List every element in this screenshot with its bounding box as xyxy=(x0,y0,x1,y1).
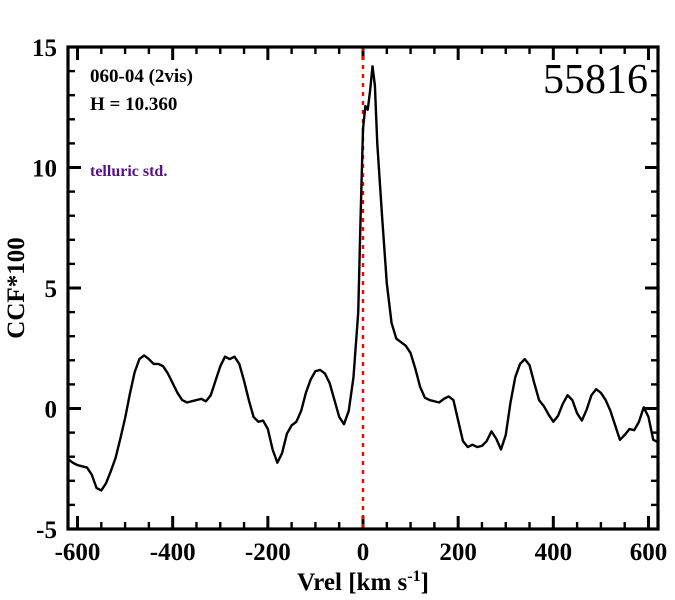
y-axis-title: CCF*100 xyxy=(3,237,30,338)
telluric-std-annotation: telluric std. xyxy=(90,163,167,180)
x-axis-title-exponent: -1 xyxy=(407,568,420,585)
ccf-data-curve xyxy=(66,65,660,492)
y-tick-label: -5 xyxy=(36,517,57,544)
y-tick-label: 0 xyxy=(45,397,58,424)
x-tick-label: 600 xyxy=(630,539,668,566)
epoch-annotation: 55816 xyxy=(543,57,648,103)
y-tick-label: 10 xyxy=(32,156,57,183)
x-axis-title: Vrel [km s-1] xyxy=(297,568,429,596)
x-tick-label: -400 xyxy=(150,539,196,566)
axes-frame xyxy=(66,45,660,531)
x-axis-title-base: Vrel [km s xyxy=(297,569,407,596)
y-tick-label: 15 xyxy=(32,35,57,62)
x-tick-label: 0 xyxy=(357,539,370,566)
target-id-annotation: 060-04 (2vis) xyxy=(90,66,193,87)
x-axis-title-tail: ] xyxy=(421,569,429,596)
x-tick-label: -600 xyxy=(55,539,101,566)
x-tick-label: 200 xyxy=(439,539,477,566)
y-tick-label: 5 xyxy=(45,276,58,303)
x-tick-label: 400 xyxy=(535,539,573,566)
x-tick-label: -200 xyxy=(245,539,291,566)
axis-tick-labels: -600 -400 -200 0 200 400 600 -5 0 5 10 15 xyxy=(32,35,667,566)
axis-ticks xyxy=(68,45,658,531)
magnitude-annotation: H = 10.360 xyxy=(90,94,177,115)
